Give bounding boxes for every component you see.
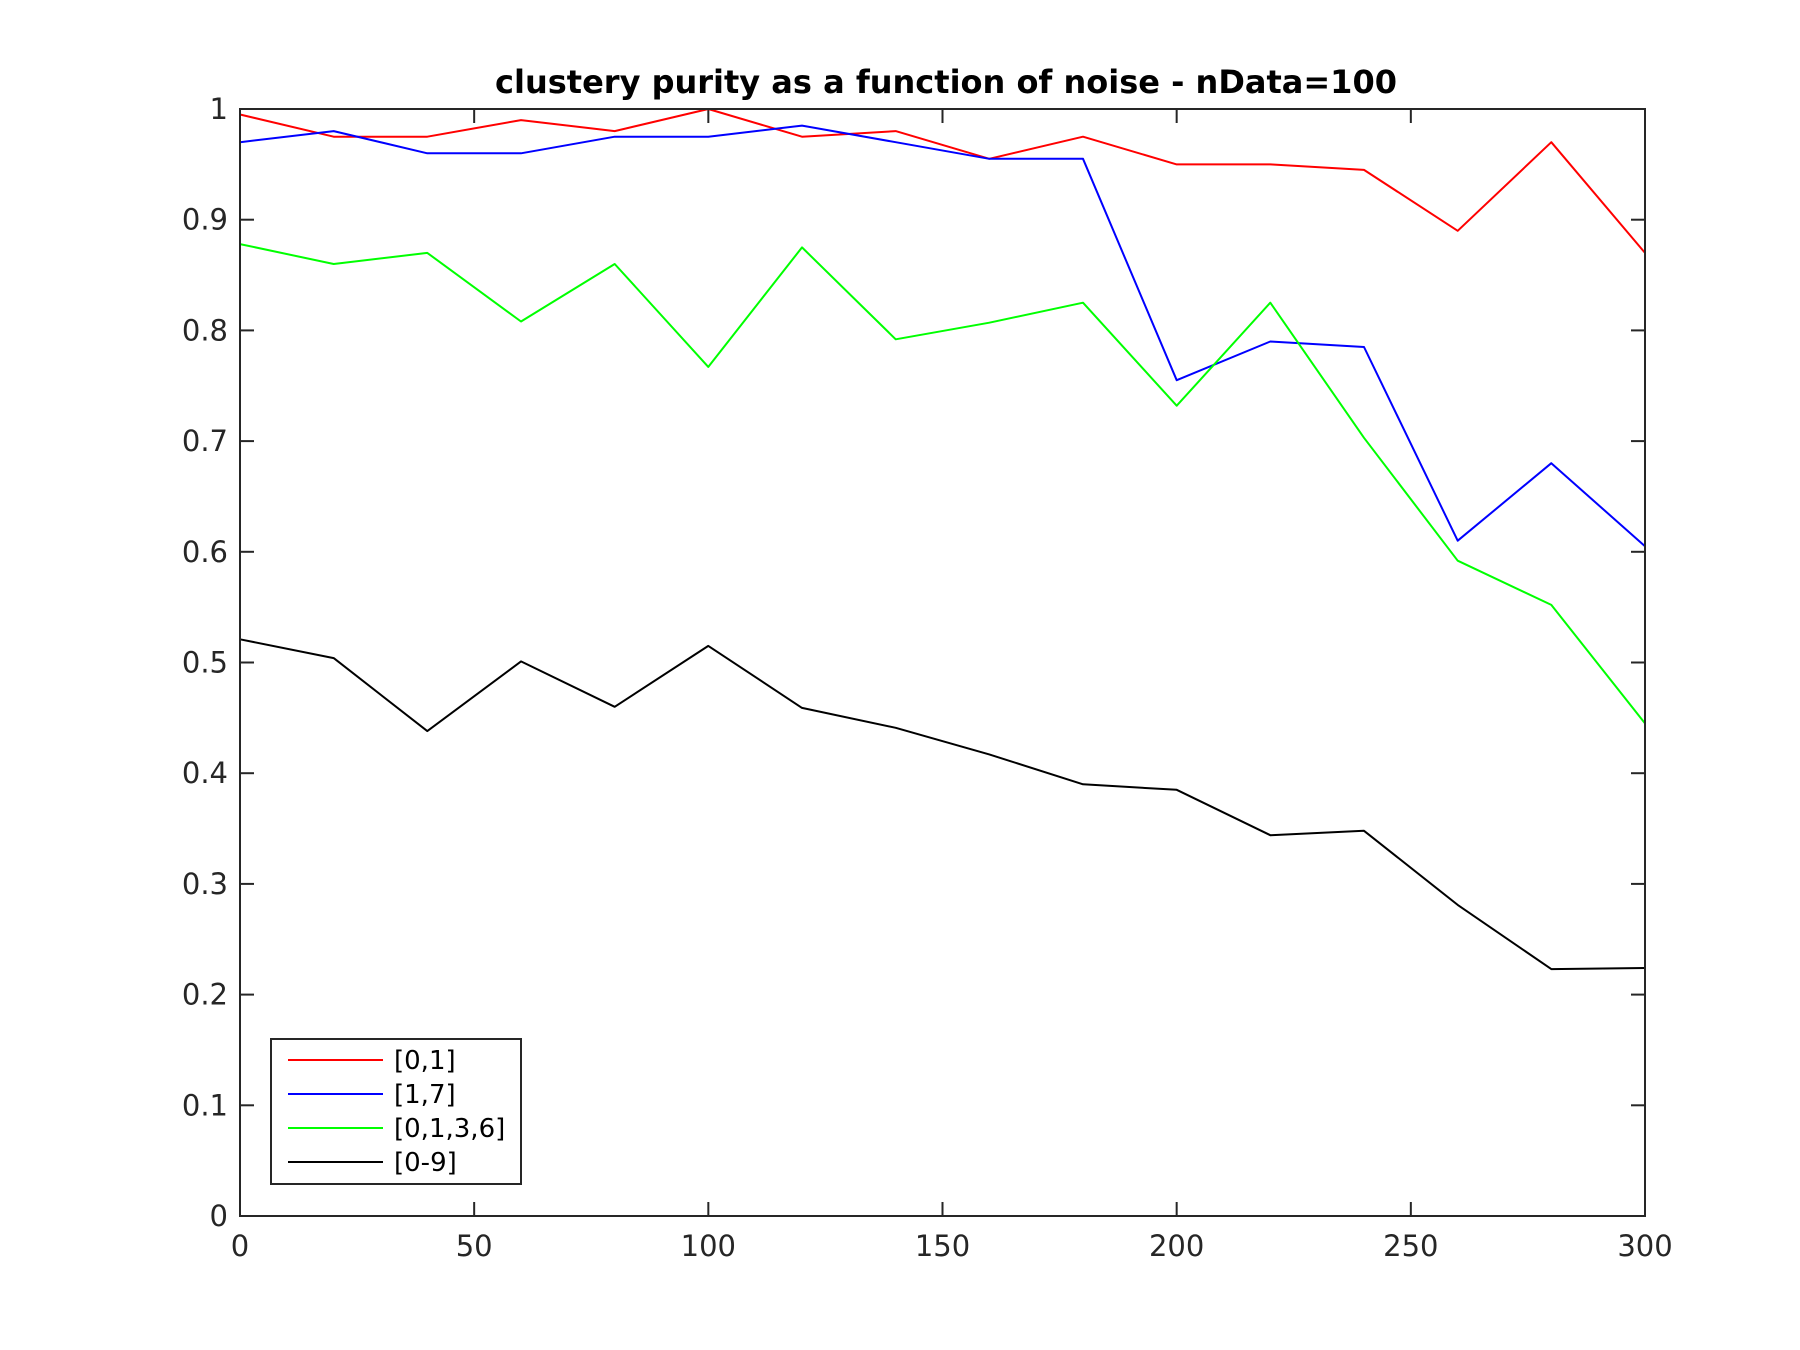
legend-label-1: [1,7] — [394, 1080, 456, 1110]
x-tick-label: 100 — [681, 1229, 736, 1263]
x-axis-ticks: 0 50 100 150 200 250 300 — [231, 109, 1673, 1263]
x-tick-label: 0 — [231, 1229, 249, 1263]
y-tick-label: 0.6 — [182, 535, 228, 569]
axes-box — [239, 108, 1646, 1217]
y-tick-label: 1 — [210, 92, 228, 126]
x-tick-label: 50 — [456, 1229, 493, 1263]
x-tick-label: 150 — [915, 1229, 970, 1263]
series-line-0 — [239, 108, 1646, 254]
legend-label-2: [0,1,3,6] — [394, 1114, 505, 1144]
y-tick-label: 0.5 — [182, 646, 228, 680]
y-tick-label: 0.9 — [182, 203, 228, 237]
y-tick-label: 0.3 — [182, 867, 228, 901]
plot-area — [240, 109, 1645, 1216]
y-tick-label: 0.4 — [182, 756, 228, 790]
y-axis-ticks: 0 0.1 0.2 0.3 0.4 0.5 0.6 0.7 0.8 0.9 1 — [182, 92, 1645, 1233]
series-line-2 — [239, 243, 1646, 725]
y-tick-label: 0.2 — [182, 978, 228, 1012]
y-tick-label: 0.8 — [182, 313, 228, 347]
legend-label-3: [0-9] — [394, 1148, 457, 1178]
chart-title: clustery purity as a function of noise -… — [495, 63, 1397, 101]
y-tick-label: 0.1 — [182, 1088, 228, 1122]
series-line-1 — [239, 124, 1646, 548]
x-tick-label: 300 — [1617, 1229, 1672, 1263]
legend-box — [270, 1038, 522, 1185]
legend: [0,1] [1,7] [0,1,3,6] [0-9] — [270, 1038, 522, 1185]
series-layer — [239, 108, 1646, 971]
series-line-3 — [239, 638, 1646, 971]
legend-label-0: [0,1] — [394, 1046, 456, 1076]
y-tick-label: 0.7 — [182, 424, 228, 458]
x-tick-label: 250 — [1383, 1229, 1438, 1263]
y-tick-label: 0 — [210, 1199, 228, 1233]
x-tick-label: 200 — [1149, 1229, 1204, 1263]
